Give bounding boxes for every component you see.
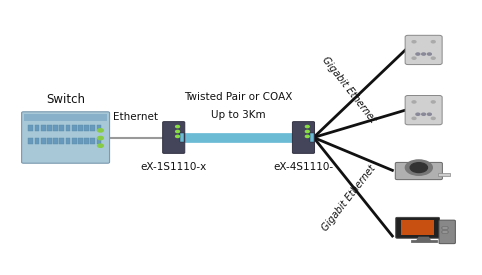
FancyBboxPatch shape bbox=[78, 125, 83, 131]
Circle shape bbox=[175, 130, 179, 133]
FancyBboxPatch shape bbox=[22, 112, 109, 163]
FancyBboxPatch shape bbox=[442, 231, 448, 233]
FancyBboxPatch shape bbox=[91, 125, 95, 131]
Circle shape bbox=[306, 125, 309, 128]
FancyBboxPatch shape bbox=[66, 125, 70, 131]
FancyBboxPatch shape bbox=[96, 125, 101, 131]
FancyBboxPatch shape bbox=[59, 138, 64, 144]
Text: Gigabit Ethernet: Gigabit Ethernet bbox=[321, 55, 378, 125]
Text: eX-1S1110-x: eX-1S1110-x bbox=[141, 162, 207, 172]
FancyBboxPatch shape bbox=[35, 138, 40, 144]
Text: Twisted Pair or COAX: Twisted Pair or COAX bbox=[185, 92, 293, 102]
Circle shape bbox=[431, 117, 435, 119]
Text: Gigabit Ethernet: Gigabit Ethernet bbox=[321, 163, 378, 233]
Circle shape bbox=[412, 57, 416, 59]
FancyBboxPatch shape bbox=[78, 138, 83, 144]
FancyBboxPatch shape bbox=[72, 138, 77, 144]
Circle shape bbox=[97, 136, 103, 140]
FancyBboxPatch shape bbox=[401, 220, 434, 235]
Circle shape bbox=[416, 113, 420, 115]
Circle shape bbox=[97, 129, 103, 132]
FancyBboxPatch shape bbox=[84, 138, 89, 144]
Circle shape bbox=[412, 101, 416, 103]
Circle shape bbox=[422, 53, 426, 55]
FancyBboxPatch shape bbox=[438, 173, 450, 176]
FancyBboxPatch shape bbox=[41, 138, 45, 144]
Circle shape bbox=[175, 125, 179, 128]
Circle shape bbox=[422, 113, 426, 115]
Polygon shape bbox=[416, 237, 431, 241]
FancyBboxPatch shape bbox=[405, 95, 442, 125]
FancyBboxPatch shape bbox=[395, 163, 442, 180]
Text: Up to 3Km: Up to 3Km bbox=[211, 110, 266, 120]
Circle shape bbox=[431, 41, 435, 43]
Circle shape bbox=[431, 101, 435, 103]
FancyBboxPatch shape bbox=[53, 125, 58, 131]
FancyBboxPatch shape bbox=[439, 220, 455, 244]
FancyBboxPatch shape bbox=[396, 218, 440, 238]
FancyBboxPatch shape bbox=[66, 138, 70, 144]
Circle shape bbox=[412, 41, 416, 43]
FancyBboxPatch shape bbox=[405, 35, 442, 65]
FancyBboxPatch shape bbox=[293, 122, 315, 153]
FancyBboxPatch shape bbox=[442, 227, 448, 229]
Circle shape bbox=[410, 163, 428, 172]
FancyBboxPatch shape bbox=[91, 138, 95, 144]
FancyBboxPatch shape bbox=[84, 125, 89, 131]
FancyBboxPatch shape bbox=[180, 133, 184, 142]
Circle shape bbox=[306, 130, 309, 133]
FancyBboxPatch shape bbox=[53, 138, 58, 144]
Circle shape bbox=[97, 144, 103, 147]
Circle shape bbox=[306, 135, 309, 138]
Text: eX-4S1110-: eX-4S1110- bbox=[273, 162, 334, 172]
Circle shape bbox=[405, 160, 432, 175]
FancyBboxPatch shape bbox=[59, 125, 64, 131]
Circle shape bbox=[431, 57, 435, 59]
Text: Ethernet: Ethernet bbox=[113, 112, 158, 122]
Circle shape bbox=[416, 53, 420, 55]
Circle shape bbox=[428, 53, 431, 55]
FancyBboxPatch shape bbox=[47, 138, 52, 144]
FancyBboxPatch shape bbox=[41, 125, 45, 131]
FancyBboxPatch shape bbox=[310, 133, 314, 142]
FancyBboxPatch shape bbox=[25, 114, 107, 120]
Circle shape bbox=[175, 135, 179, 138]
Circle shape bbox=[428, 113, 431, 115]
FancyBboxPatch shape bbox=[28, 138, 33, 144]
Circle shape bbox=[412, 117, 416, 119]
FancyBboxPatch shape bbox=[96, 138, 101, 144]
FancyBboxPatch shape bbox=[28, 125, 33, 131]
FancyBboxPatch shape bbox=[72, 125, 77, 131]
FancyBboxPatch shape bbox=[47, 125, 52, 131]
FancyBboxPatch shape bbox=[162, 122, 185, 153]
FancyBboxPatch shape bbox=[35, 125, 40, 131]
Text: Switch: Switch bbox=[46, 93, 85, 106]
